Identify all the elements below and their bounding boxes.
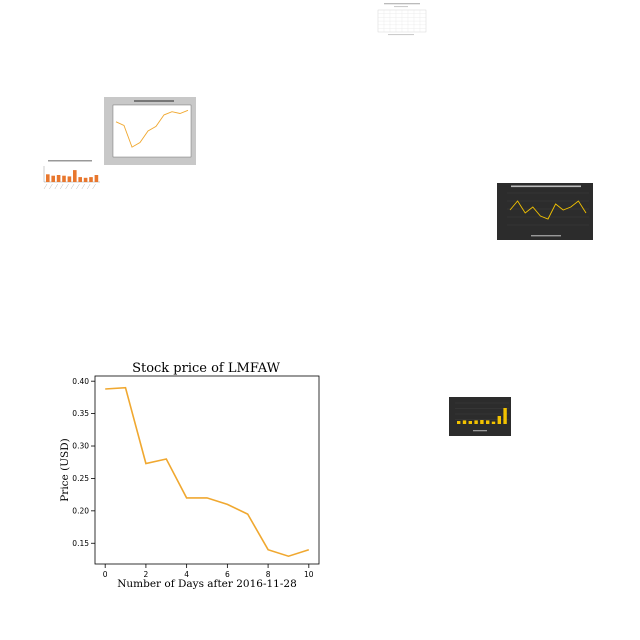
thumbnail-deaths-line-chart [497,183,593,240]
y-tick-label: 0.20 [72,506,89,515]
thumb-bar [46,174,50,182]
thumb-title-mark [48,160,92,162]
thumb-series-line [115,109,189,148]
thumb-bar [62,175,66,182]
main-stock-chart: Stock price of LMFAW 0 2 4 6 8 10 0.15 0.20 0.2… [50,356,340,600]
thumbnail-florida-bar-chart [36,158,102,200]
thumbnail-table-chart [372,2,430,38]
thumb-bar [51,175,55,182]
thumb-subtitle-mark [394,6,408,8]
x-tick-label: 6 [225,570,230,579]
thumb-series-line [509,200,587,220]
thumb-xlabel-mark [531,235,561,237]
thumb-bar [503,408,507,424]
thumb-bar [480,420,484,424]
thumbnail-bmy-svg [104,97,196,165]
thumb-tick-label-mark [92,183,96,190]
thumb-tick-label-mark [81,183,86,190]
thumb-bar [474,420,478,424]
thumb-title-mark [511,185,581,188]
thumb-bg [497,183,593,240]
thumb-bar [486,420,490,424]
series-line [105,386,310,558]
thumb-bar [56,175,61,182]
thumb-tick-label-mark [59,183,64,190]
thumb-tick-label-mark [54,183,59,190]
y-tick-label: 0.30 [72,442,89,451]
x-axis-label: Number of Days after 2016-11-28 [117,578,297,590]
thumb-bar [83,177,88,182]
thumb-tick-label-mark [49,183,53,190]
y-tick-label: 0.35 [72,409,89,418]
thumb-bar [73,170,77,182]
thumbnail-yellow-bar-chart [449,397,511,436]
thumb-tick-label-mark [76,183,80,190]
thumb-bar [457,421,461,424]
thumb-bar [89,177,93,182]
x-axis-ticks: 0 2 4 6 8 10 [103,564,314,579]
thumb-plot-area [112,104,192,158]
thumb-bar [67,176,72,182]
thumb-tick-label-mark [86,183,91,190]
y-tick-label: 0.25 [72,474,89,483]
y-tick-label: 0.15 [72,539,89,548]
y-tick-label: 0.40 [72,377,89,386]
thumb-xlabel-mark [388,34,414,36]
thumbnail-table-svg [377,3,427,36]
thumb-bar [468,421,472,424]
thumb-title-mark [384,3,420,5]
main-chart-svg: Stock price of LMFAW 0 2 4 6 8 10 0.15 0.20 0.2… [59,361,320,590]
chart-title: Stock price of LMFAW [132,361,281,376]
thumb-tick-label-mark [43,183,48,190]
thumb-bar [78,177,82,182]
thumb-bar [462,420,467,424]
x-tick-label: 0 [103,570,108,579]
thumbnail-deaths-svg [497,183,593,240]
thumb-title-mark [134,100,174,102]
thumb-tick-label-mark [65,183,69,190]
thumbnail-bmy-stock-chart [104,97,196,165]
x-tick-label: 4 [184,570,189,579]
plot-frame [94,375,320,565]
x-tick-label: 2 [144,570,149,579]
thumbnail-florida-svg [43,160,100,190]
thumb-bar [94,175,99,182]
thumb-tick-label-mark [70,183,75,190]
y-axis-label: Price (USD) [59,438,71,502]
x-tick-label: 8 [266,570,271,579]
thumb-bar [497,416,501,424]
thumb-bar [491,421,496,424]
thumbnail-yellow-svg [449,397,511,436]
y-axis-ticks: 0.15 0.20 0.25 0.30 0.35 0.40 [72,377,95,548]
thumb-xlabel-mark [473,430,487,432]
x-tick-label: 10 [304,570,314,579]
